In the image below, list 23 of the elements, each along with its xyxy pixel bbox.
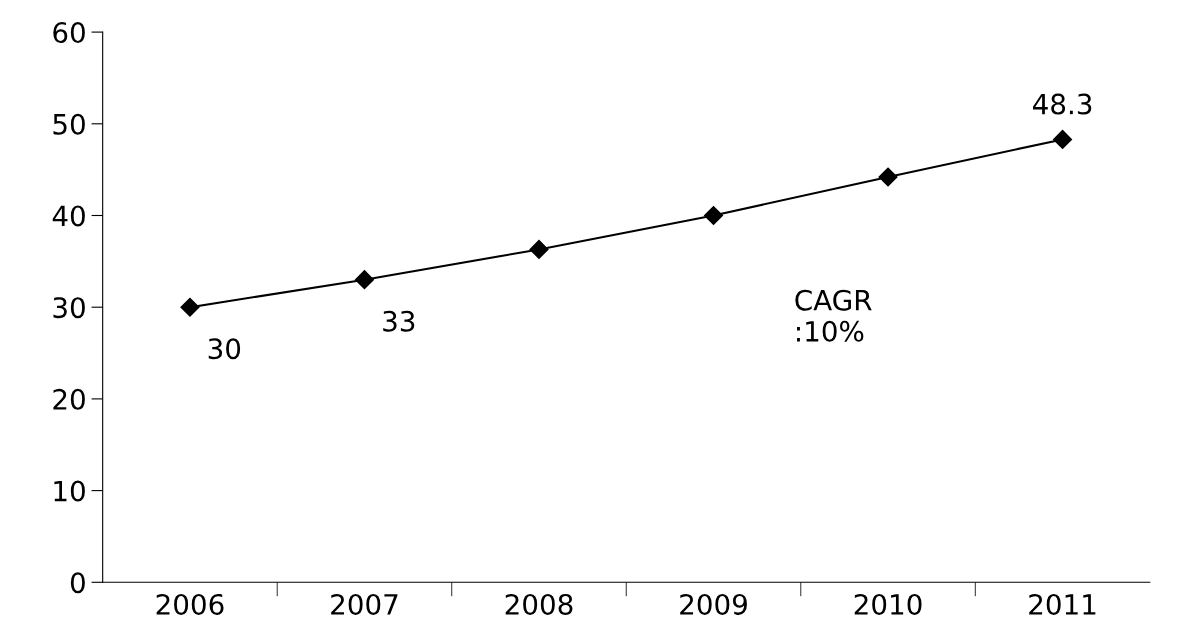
data-label: 33	[383, 310, 415, 332]
y-tick-label: 10	[54, 480, 85, 502]
point	[180, 297, 200, 317]
x-tick-label: 2007	[331, 593, 398, 615]
y-tick-label: 60	[53, 22, 85, 44]
y-tick-label: 30	[53, 297, 85, 319]
x-tick-label: 2011	[1029, 593, 1096, 615]
data-label: 48.3	[1032, 93, 1092, 115]
x-tick-label: 2006	[156, 593, 224, 615]
x-tick-label: 2010	[854, 593, 922, 615]
x-tick-label: 2008	[505, 593, 573, 615]
y-tick-label: 40	[52, 205, 85, 227]
point	[354, 270, 375, 290]
point	[703, 205, 724, 226]
annotation: CAGR :10%	[795, 289, 872, 342]
point	[878, 167, 898, 187]
data-label: 30	[208, 338, 241, 360]
y-tick-label: 0	[70, 572, 85, 594]
point	[1053, 129, 1073, 149]
y-tick-label: 50	[53, 113, 85, 135]
y-tick-label: 20	[53, 388, 85, 410]
point	[529, 239, 549, 259]
x-tick-label: 2009	[680, 593, 747, 615]
